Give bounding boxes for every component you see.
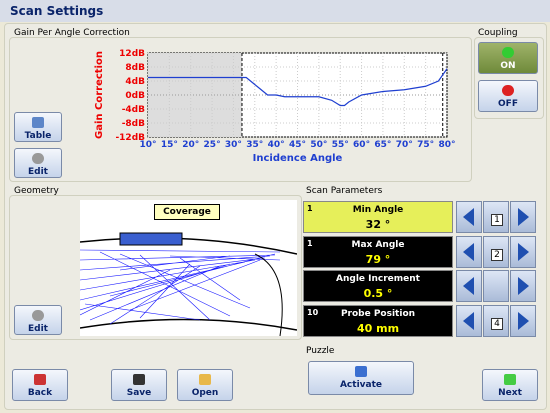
increase-button[interactable] <box>510 235 536 268</box>
save-button[interactable]: Save <box>111 369 167 401</box>
x-axis-label: Incidence Angle <box>253 153 343 164</box>
x-tick-label: 65° <box>374 140 391 150</box>
y-tick-label: -8dB <box>122 119 145 129</box>
button-label: Activate <box>339 380 383 390</box>
button-label: Back <box>27 388 53 398</box>
step-value: 2 <box>491 248 503 261</box>
edit-button[interactable]: Edit <box>14 305 62 335</box>
parameter-name: Angle Increment <box>336 274 420 284</box>
y-tick-label: 8dB <box>125 63 145 73</box>
decrease-button[interactable] <box>456 201 482 233</box>
increase-button[interactable] <box>510 270 536 302</box>
x-tick-label: 30° <box>225 140 242 150</box>
on-button[interactable]: ON <box>478 42 538 74</box>
excluded-region <box>148 53 242 137</box>
open-button[interactable]: Open <box>177 369 233 401</box>
button-label: OFF <box>498 99 518 109</box>
parameter-value: 32 ° <box>365 218 391 231</box>
group-title: Coupling <box>478 28 518 38</box>
gain-group <box>9 37 472 182</box>
button-label: Open <box>191 388 219 398</box>
x-tick-label: 25° <box>204 140 221 150</box>
edit-button[interactable]: Edit <box>14 148 62 178</box>
y-tick-label: 4dB <box>125 77 145 87</box>
y-axis-label: Gain Correction <box>94 51 105 139</box>
group-title: Geometry <box>14 186 59 196</box>
step-value: 4 <box>491 317 503 330</box>
parameter-value: 40 mm <box>356 321 400 335</box>
title-bar <box>0 0 550 22</box>
group-title: Scan Parameters <box>306 186 383 196</box>
y-tick-label: -4dB <box>122 105 145 115</box>
y-tick-label: 12dB <box>119 49 145 59</box>
step-button[interactable]: 2 <box>483 235 509 268</box>
scan-parameter[interactable]: Angle Increment 0.5 ° <box>303 270 453 302</box>
parameter-index: 10 <box>307 307 319 317</box>
button-label: ON <box>500 61 516 71</box>
increase-button[interactable] <box>510 201 536 233</box>
x-tick-label: 10° <box>139 140 156 150</box>
off-button[interactable]: OFF <box>478 80 538 112</box>
x-tick-label: 15° <box>161 140 178 150</box>
parameter-name: Min Angle <box>352 205 404 215</box>
y-tick-label: -12dB <box>115 133 145 143</box>
button-label: Next <box>498 388 522 398</box>
activate-button[interactable]: Activate <box>308 361 414 395</box>
next-button[interactable]: Next <box>482 369 538 401</box>
step-button[interactable] <box>483 270 509 302</box>
table-button[interactable]: Table <box>14 112 62 142</box>
step-button[interactable]: 1 <box>483 201 509 233</box>
scan-parameter[interactable]: 1 Min Angle 32 ° <box>303 201 453 233</box>
button-label: Edit <box>28 324 48 334</box>
decrease-button[interactable] <box>456 304 482 337</box>
x-tick-label: 20° <box>182 140 199 150</box>
coverage-badge: Coverage <box>154 204 220 220</box>
y-tick-label: 0dB <box>125 91 145 101</box>
parameter-index: 1 <box>307 204 313 213</box>
decrease-button[interactable] <box>456 270 482 302</box>
step-value: 1 <box>491 214 503 226</box>
parameter-name: Probe Position <box>340 308 416 319</box>
button-label: Save <box>126 388 152 398</box>
group-title: Puzzle <box>306 346 335 356</box>
x-tick-label: 75° <box>417 140 434 150</box>
step-button[interactable]: 4 <box>483 304 509 337</box>
x-tick-label: 35° <box>246 140 263 150</box>
geometry-view <box>80 200 297 336</box>
x-tick-label: 80° <box>438 140 455 150</box>
scan-parameter[interactable]: 10 Probe Position 40 mm <box>303 304 453 337</box>
window-title: Scan Settings <box>10 4 104 18</box>
x-tick-label: 55° <box>332 140 349 150</box>
button-label: Edit <box>28 167 48 177</box>
x-tick-label: 70° <box>396 140 413 150</box>
button-label: Table <box>24 131 52 141</box>
geometry-group <box>9 195 302 340</box>
x-tick-label: 45° <box>289 140 306 150</box>
decrease-button[interactable] <box>456 235 482 268</box>
coupling-group <box>474 37 544 119</box>
group-title: Gain Per Angle Correction <box>14 28 130 38</box>
parameter-index: 1 <box>307 238 313 248</box>
x-tick-label: 50° <box>310 140 327 150</box>
gain-curve <box>148 68 448 107</box>
parameter-value: 79 ° <box>365 252 391 266</box>
back-button[interactable]: Back <box>12 369 68 401</box>
increase-button[interactable] <box>510 304 536 337</box>
x-tick-label: 60° <box>353 140 370 150</box>
scan-parameter[interactable]: 1 Max Angle 79 ° <box>303 235 453 268</box>
x-tick-label: 40° <box>268 140 285 150</box>
parameter-name: Max Angle <box>351 239 405 250</box>
parameter-value: 0.5 ° <box>363 287 393 300</box>
